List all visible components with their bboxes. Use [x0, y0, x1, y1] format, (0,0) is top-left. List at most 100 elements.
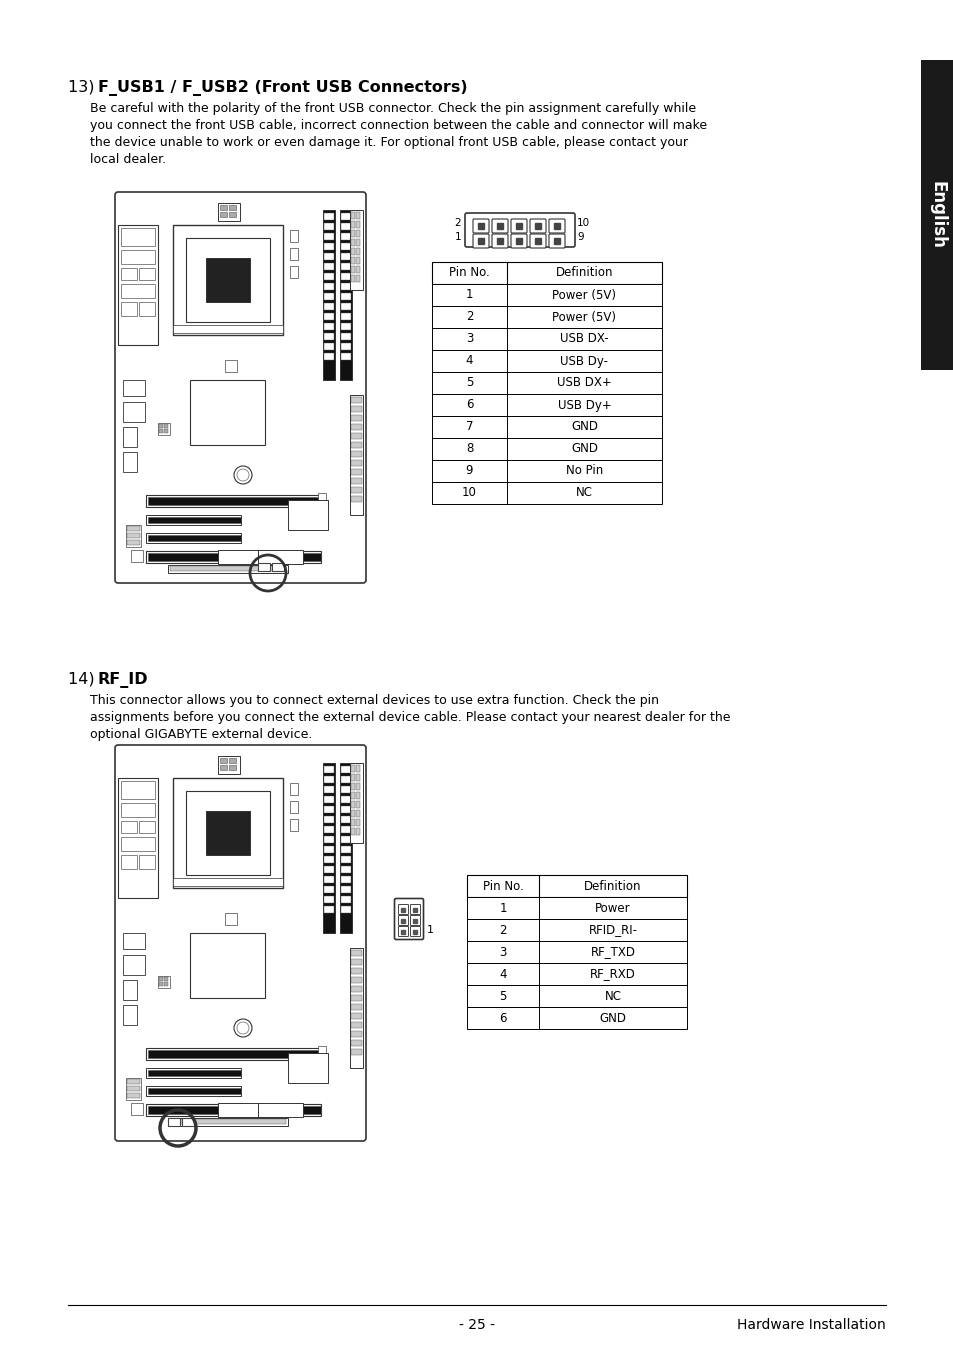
Bar: [146, 515, 241, 525]
FancyBboxPatch shape: [511, 234, 526, 248]
Text: 1: 1: [454, 232, 460, 242]
Bar: [159, 982, 163, 986]
Bar: [340, 826, 351, 833]
Bar: [148, 552, 320, 561]
Bar: [351, 774, 355, 781]
Bar: [355, 221, 359, 227]
Text: - 25 -: - 25 -: [458, 1317, 495, 1332]
Bar: [290, 802, 297, 812]
Bar: [467, 963, 686, 984]
Bar: [340, 906, 351, 913]
FancyBboxPatch shape: [511, 219, 526, 233]
Bar: [229, 204, 235, 210]
Bar: [351, 1013, 361, 1020]
Bar: [220, 765, 227, 770]
Bar: [158, 976, 170, 988]
Bar: [206, 259, 250, 302]
Bar: [432, 349, 661, 372]
Bar: [139, 821, 154, 833]
FancyBboxPatch shape: [530, 234, 545, 248]
Bar: [164, 424, 168, 428]
Bar: [467, 896, 686, 919]
Bar: [170, 566, 286, 571]
Bar: [351, 810, 355, 816]
FancyBboxPatch shape: [473, 234, 489, 248]
Text: 10: 10: [577, 218, 590, 227]
Bar: [340, 242, 351, 250]
Text: 3: 3: [498, 945, 506, 959]
Bar: [190, 933, 265, 998]
Bar: [340, 233, 351, 240]
Bar: [351, 230, 355, 237]
Bar: [323, 210, 335, 380]
Bar: [432, 306, 661, 328]
FancyBboxPatch shape: [492, 219, 507, 233]
Bar: [126, 525, 141, 547]
Bar: [355, 774, 359, 781]
Bar: [290, 230, 297, 242]
Bar: [351, 221, 355, 227]
Bar: [432, 372, 661, 394]
Bar: [324, 343, 334, 349]
Bar: [127, 525, 140, 531]
Text: 5: 5: [465, 376, 473, 390]
Bar: [131, 550, 143, 562]
Text: 1: 1: [498, 902, 506, 914]
Text: Power (5V): Power (5V): [552, 310, 616, 324]
Bar: [355, 275, 359, 282]
Bar: [351, 986, 361, 992]
Bar: [340, 292, 351, 301]
Text: 4: 4: [465, 355, 473, 367]
Bar: [127, 1086, 140, 1091]
Bar: [324, 826, 334, 833]
Bar: [324, 253, 334, 260]
Text: 2: 2: [498, 923, 506, 937]
Bar: [340, 303, 351, 310]
Bar: [158, 422, 170, 435]
Bar: [123, 980, 137, 1001]
Bar: [350, 948, 363, 1068]
Bar: [351, 213, 355, 219]
Bar: [355, 765, 359, 772]
Text: 1: 1: [465, 288, 473, 302]
Bar: [339, 764, 352, 933]
Bar: [340, 213, 351, 219]
Bar: [220, 204, 227, 210]
Bar: [340, 816, 351, 823]
Bar: [340, 856, 351, 862]
Text: F_USB1 / F_USB2 (Front USB Connectors): F_USB1 / F_USB2 (Front USB Connectors): [98, 80, 467, 96]
FancyBboxPatch shape: [398, 926, 408, 937]
Bar: [139, 854, 154, 869]
Bar: [351, 487, 361, 493]
Bar: [351, 968, 361, 974]
Text: Definition: Definition: [583, 880, 641, 892]
Bar: [351, 1005, 361, 1010]
Bar: [290, 248, 297, 260]
Bar: [351, 451, 361, 458]
Bar: [229, 213, 235, 217]
Bar: [340, 796, 351, 803]
Bar: [146, 533, 241, 543]
Bar: [340, 896, 351, 903]
Bar: [432, 284, 661, 306]
Bar: [146, 496, 320, 506]
Bar: [186, 791, 270, 875]
Bar: [168, 1118, 180, 1127]
Bar: [351, 783, 355, 789]
Bar: [257, 550, 303, 565]
Bar: [146, 1086, 241, 1095]
Bar: [218, 1104, 263, 1117]
Bar: [351, 240, 355, 246]
FancyBboxPatch shape: [473, 219, 489, 233]
Bar: [148, 1089, 241, 1094]
Bar: [355, 257, 359, 264]
Circle shape: [236, 1022, 249, 1034]
Bar: [324, 787, 334, 793]
Bar: [148, 1106, 320, 1114]
Text: RF_TXD: RF_TXD: [590, 945, 635, 959]
Bar: [118, 225, 158, 345]
Bar: [324, 835, 334, 844]
Bar: [290, 819, 297, 831]
Text: 7: 7: [465, 421, 473, 433]
Text: assignments before you connect the external device cable. Please contact your ne: assignments before you connect the exter…: [90, 711, 730, 724]
